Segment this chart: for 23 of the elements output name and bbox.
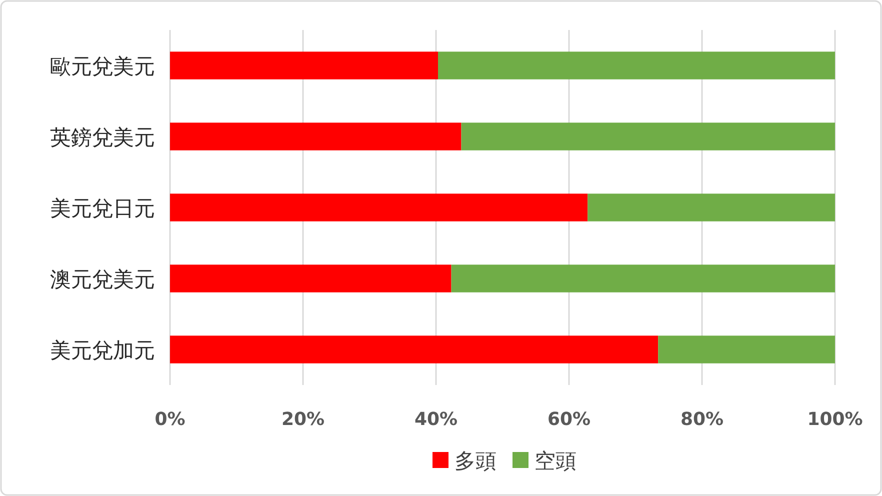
bar [438,52,835,80]
legend-label: 空頭 [534,449,576,473]
x-tick-label: 0% [154,409,186,430]
bar [461,122,835,150]
bar [170,336,658,364]
legend-label: 多頭 [454,449,496,473]
bar [588,194,835,222]
x-tick-label: 60% [547,409,591,430]
y-tick-label: 美元兌日元 [50,196,155,220]
bar [170,264,452,292]
y-tick-label: 澳元兌美元 [50,268,155,292]
y-tick-label: 歐元兌美元 [50,54,155,78]
x-tick-label: 80% [680,409,724,430]
x-tick-label: 20% [281,409,325,430]
y-tick-label: 英鎊兌美元 [50,126,155,150]
y-tick-label: 美元兌加元 [50,338,155,362]
bar [658,336,835,364]
x-tick-label: 40% [414,409,458,430]
bar [170,194,588,222]
bar [170,52,438,80]
bar [451,264,835,292]
bar [170,122,462,150]
x-tick-label: 100% [807,409,863,430]
